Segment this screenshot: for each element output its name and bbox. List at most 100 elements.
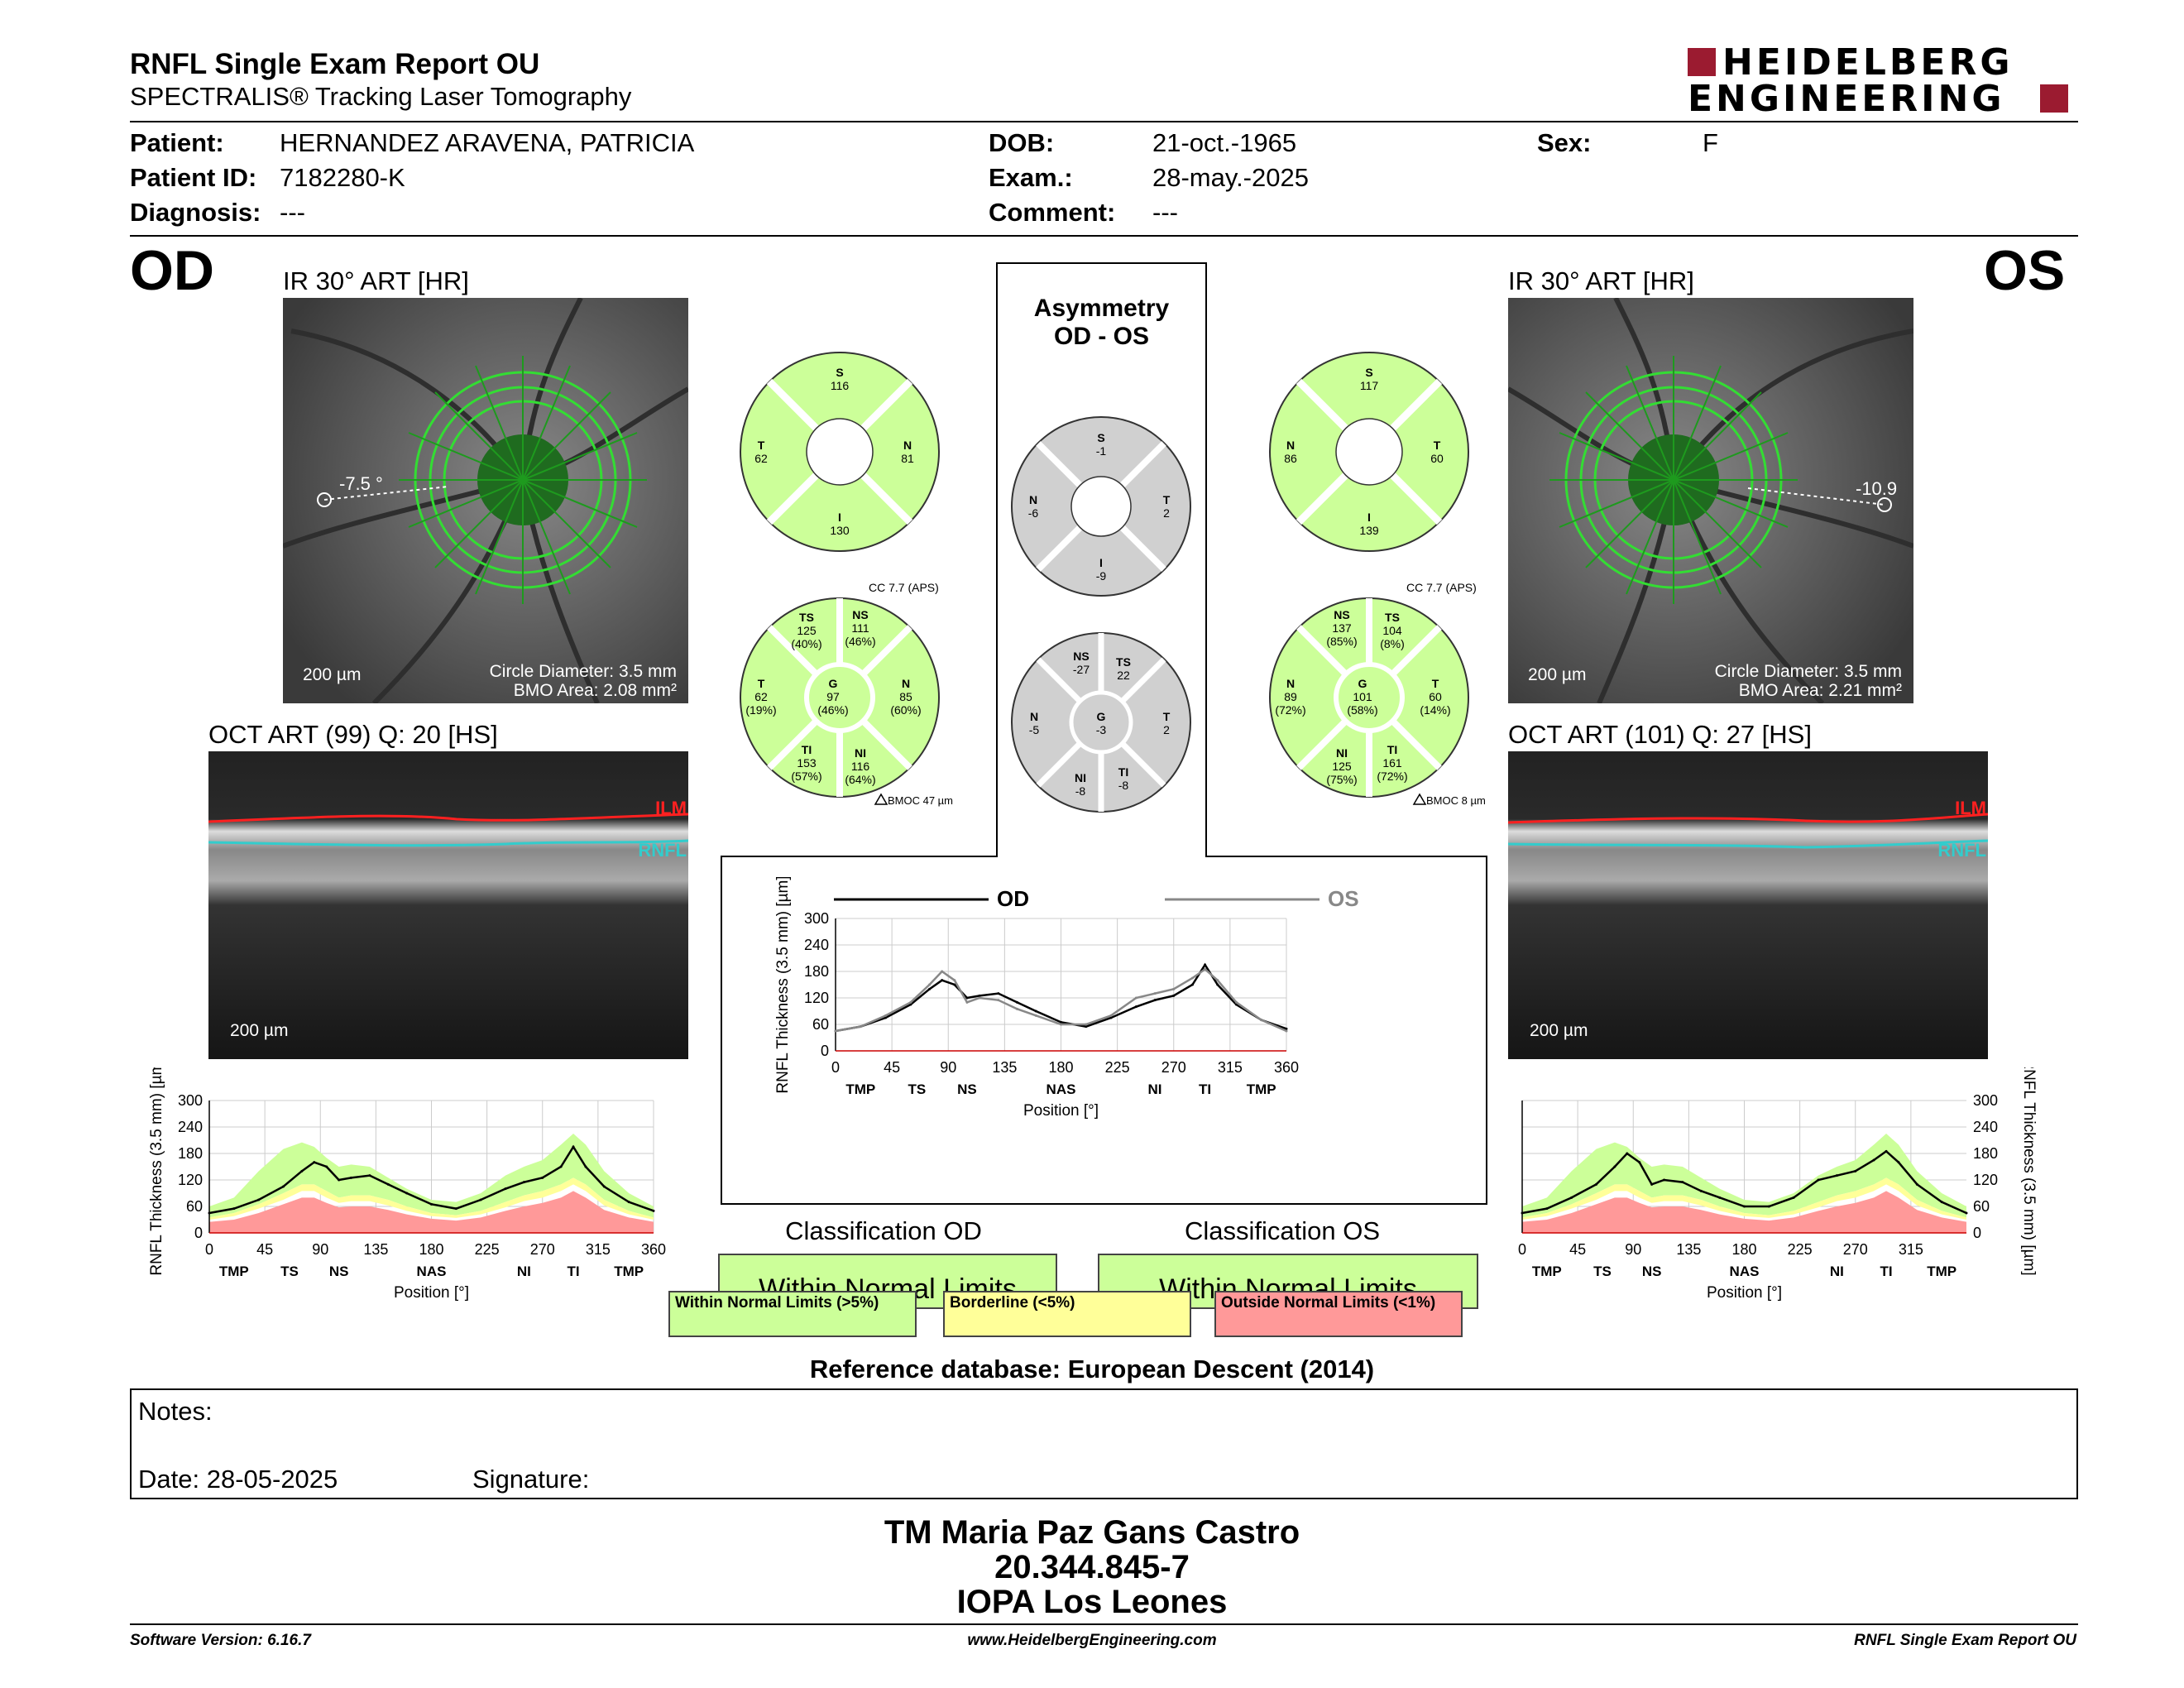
- y-tick-label: 60: [1973, 1198, 1990, 1215]
- signer-rut: 20.344.845-7: [994, 1549, 1190, 1585]
- od-oct-title: OCT ART (99) Q: 20 [HS]: [208, 720, 498, 749]
- asym-s-ts: TS 22: [1116, 655, 1131, 682]
- data-point: [584, 1165, 587, 1168]
- region-label: NAS: [1730, 1264, 1760, 1279]
- data-point: [1085, 1025, 1088, 1029]
- os-s-n: N 89 (72%): [1275, 677, 1306, 717]
- data-point: [1626, 1152, 1629, 1155]
- region-label: TMP: [219, 1264, 249, 1279]
- data-point: [257, 1198, 261, 1201]
- y-tick-label: 300: [804, 910, 829, 927]
- legend-bl-text: Borderline (<5%): [950, 1294, 1075, 1312]
- signer-name: TM Maria Paz Gans Castro: [884, 1514, 1300, 1551]
- data-point: [572, 1145, 575, 1149]
- x-tick-label: 135: [363, 1241, 388, 1258]
- data-point: [1172, 994, 1176, 997]
- region-label: TMP: [1927, 1264, 1956, 1279]
- y-axis-title: RNFL Thickness (3.5 mm) [µm]: [2020, 1067, 2038, 1276]
- os-fundus-image[interactable]: -10.9 200 µm Circle Diameter: 3.5 mm BMO…: [1508, 298, 1913, 703]
- notes-label: Notes:: [138, 1397, 213, 1426]
- exam-value: 28-may.-2025: [1152, 163, 1309, 192]
- x-tick-label: 180: [1048, 1059, 1073, 1076]
- patient-label: Patient:: [130, 128, 224, 157]
- data-point: [1792, 1196, 1795, 1199]
- y-tick-label: 180: [1973, 1145, 1998, 1162]
- y-tick-label: 0: [194, 1225, 203, 1241]
- data-point: [884, 1016, 888, 1019]
- region-label: NAS: [1046, 1081, 1076, 1097]
- os-s-ts: TS 104 (8%): [1380, 611, 1405, 650]
- data-point: [282, 1185, 285, 1188]
- data-point: [1743, 1205, 1746, 1208]
- data-point: [1016, 1007, 1019, 1010]
- os-bmoc: BMOC 8 µm: [1426, 794, 1486, 807]
- od-oct-image[interactable]: ILM RNFL 200 µm: [208, 751, 688, 1059]
- od-s-n: N 85 (60%): [890, 677, 922, 717]
- od-sector-pie: [740, 597, 940, 798]
- data-point: [522, 1181, 525, 1184]
- od-q-n: N 81: [901, 439, 914, 465]
- data-point: [884, 1014, 888, 1017]
- signer-place: IOPA Los Leones: [956, 1584, 1228, 1620]
- os-oct-image[interactable]: ILM RNFL 200 µm: [1508, 751, 1988, 1059]
- os-sector-pie: [1269, 597, 1469, 798]
- data-point: [1817, 1178, 1820, 1182]
- x-tick-label: 90: [312, 1241, 328, 1258]
- data-point: [1190, 976, 1194, 980]
- patient-value: HERNANDEZ ARAVENA, PATRICIA: [280, 128, 695, 157]
- data-point: [1521, 1211, 1524, 1215]
- data-point: [1835, 1174, 1838, 1177]
- data-point: [1545, 1207, 1549, 1211]
- os-thickness-chart: 0 60 120 180 240 300 0 45 90 135 180 225 270 315 TMP TS…: [1518, 1067, 2038, 1302]
- diagnosis-value: ---: [280, 198, 305, 227]
- data-point: [1681, 1181, 1684, 1184]
- data-point: [928, 987, 932, 990]
- data-point: [1172, 987, 1176, 990]
- data-point: [1718, 1196, 1722, 1199]
- legend-wnl: Within Normal Limits (>5%): [668, 1291, 917, 1337]
- os-ir-title: IR 30° ART [HR]: [1508, 266, 1694, 295]
- data-point: [997, 999, 1000, 1002]
- os-s-ni: NI 125 (75%): [1326, 746, 1358, 786]
- x-tick-label: 225: [1105, 1059, 1130, 1076]
- borderline-band: [1522, 1177, 1966, 1220]
- dob-value: 21-oct.-1965: [1152, 128, 1297, 157]
- data-point: [1885, 1149, 1888, 1153]
- od-fundus-image[interactable]: -7.5 ° 200 µm Circle Diameter: 3.5 mm BM…: [283, 298, 688, 703]
- x-tick-label: 180: [1731, 1241, 1756, 1258]
- data-point: [997, 992, 1000, 995]
- data-point: [1216, 983, 1219, 986]
- od-q-i: I 130: [830, 511, 850, 537]
- asym-s-g: G -3: [1095, 710, 1107, 736]
- os-q-i: I 139: [1359, 511, 1379, 537]
- data-point: [928, 983, 932, 986]
- legend-od-label: OD: [997, 886, 1029, 911]
- os-q-s: S 117: [1359, 366, 1379, 392]
- data-point: [1940, 1201, 1943, 1204]
- notes-box[interactable]: Notes: Date: 28-05-2025 Signature:: [130, 1388, 2078, 1499]
- legend-os-label: OS: [1328, 886, 1359, 911]
- os-s-ti: TI 161 (72%): [1377, 743, 1408, 783]
- region-label: TS: [1593, 1264, 1612, 1279]
- os-fundus-drawing: [1508, 298, 1913, 703]
- x-tick-label: 180: [419, 1241, 443, 1258]
- data-point: [386, 1182, 390, 1186]
- data-point: [859, 1025, 862, 1029]
- region-label: TMP: [1247, 1081, 1276, 1097]
- data-point: [1699, 1189, 1703, 1192]
- y-tick-label: 0: [1973, 1225, 1981, 1241]
- os-scale: 200 µm: [1528, 665, 1587, 684]
- data-point: [941, 970, 944, 973]
- od-rnfl-label: RNFL: [638, 840, 687, 861]
- region-label: TS: [280, 1264, 299, 1279]
- outside-normal-band: [1522, 1191, 1966, 1233]
- od-thickness-chart: 0 60 120 180 240 300 0 45 90 135 180 225 270 315 360 TM…: [148, 1067, 666, 1302]
- asym-s-ns: NS -27: [1072, 650, 1090, 676]
- data-point: [1190, 983, 1194, 986]
- od-s-g: G 97 (46%): [817, 677, 849, 717]
- asym-q-s: S -1: [1095, 431, 1107, 458]
- data-point: [405, 1192, 409, 1195]
- data-point: [368, 1174, 371, 1177]
- patient-id-label: Patient ID:: [130, 163, 257, 192]
